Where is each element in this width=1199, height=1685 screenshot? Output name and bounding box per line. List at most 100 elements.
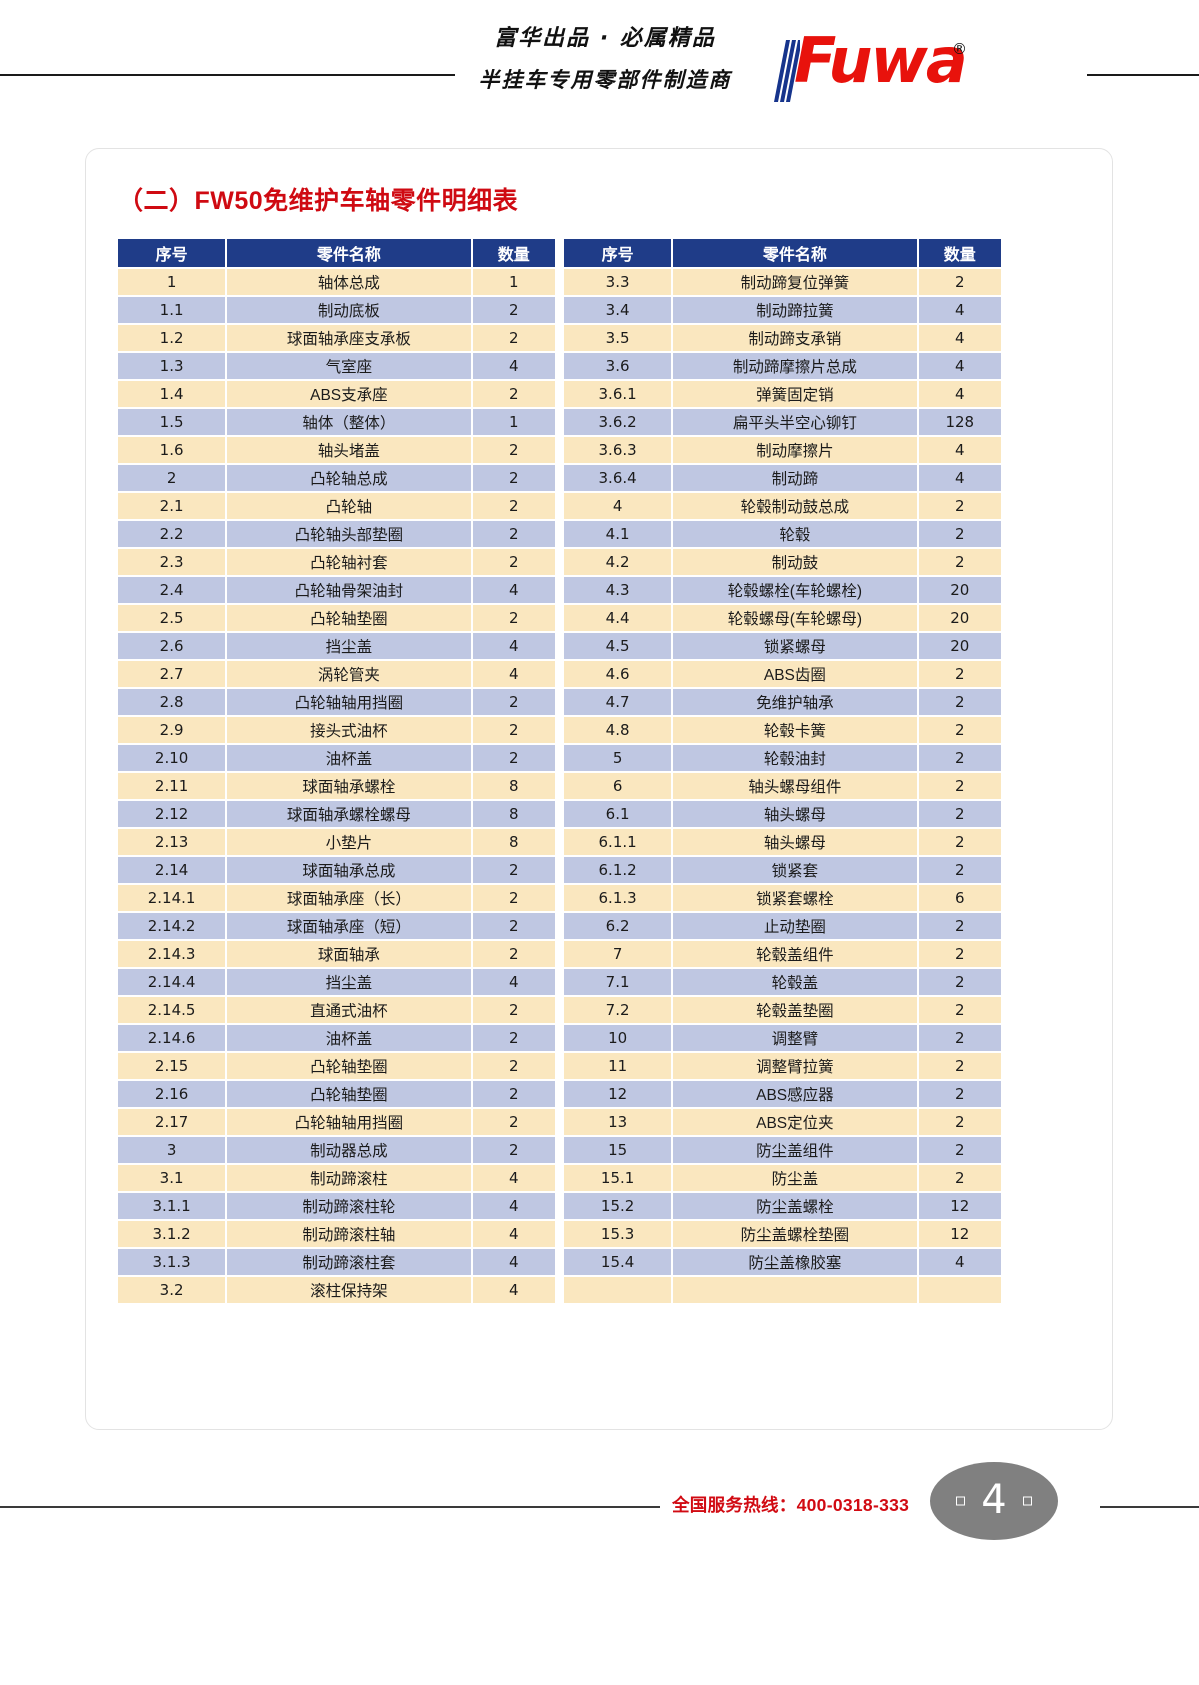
cell-part-name: 防尘盖 xyxy=(673,1165,917,1191)
cell-part-no: 1.3 xyxy=(118,353,226,379)
cell-part-name xyxy=(673,1277,917,1303)
table-row: 15 防尘盖组件 2 xyxy=(564,1137,1001,1163)
table-row: 2.3 凸轮轴衬套 2 xyxy=(118,549,555,575)
cell-part-name: 轴头螺母 xyxy=(673,801,917,827)
cell-part-name: 小垫片 xyxy=(227,829,471,855)
table-row: 4.4 轮毂螺母(车轮螺母) 20 xyxy=(564,605,1001,631)
page-title: （二）FW50免维护车轴零件明细表 xyxy=(118,187,519,215)
cell-quantity: 2 xyxy=(472,437,555,463)
cell-quantity: 2 xyxy=(918,829,1001,855)
header-slogans: 富华出品 · 必属精品 半挂车专用零部件制造商 xyxy=(455,28,755,91)
cell-quantity: 2 xyxy=(472,689,555,715)
slogan-secondary: 半挂车专用零部件制造商 xyxy=(478,68,732,92)
cell-quantity: 2 xyxy=(472,1025,555,1051)
cell-part-no: 15.4 xyxy=(564,1249,672,1275)
column-header-no: 序号 xyxy=(118,239,226,267)
cell-part-no: 2.16 xyxy=(118,1081,226,1107)
table-row: 7.2 轮毂盖垫圈 2 xyxy=(564,997,1001,1023)
table-row: 2.14.3 球面轴承 2 xyxy=(118,941,555,967)
fuwa-logo: Fuwa ® xyxy=(770,30,980,106)
table-row: 3.3 制动蹄复位弹簧 2 xyxy=(564,269,1001,295)
cell-part-name: 轮毂盖组件 xyxy=(673,941,917,967)
cell-part-name: 气室座 xyxy=(227,353,471,379)
table-row: 2.14.4 挡尘盖 4 xyxy=(118,969,555,995)
table-row: 2.9 接头式油杯 2 xyxy=(118,717,555,743)
table-header-row: 序号 零件名称 数量 xyxy=(564,239,1001,267)
cell-quantity: 4 xyxy=(918,381,1001,407)
table-row: 6 轴头螺母组件 2 xyxy=(564,773,1001,799)
cell-quantity: 2 xyxy=(472,381,555,407)
cell-part-no: 13 xyxy=(564,1109,672,1135)
cell-part-no: 12 xyxy=(564,1081,672,1107)
cell-quantity: 2 xyxy=(918,997,1001,1023)
cell-quantity: 4 xyxy=(472,577,555,603)
table-row: 3.1.3 制动蹄滚柱套 4 xyxy=(118,1249,555,1275)
cell-part-no: 3.1.3 xyxy=(118,1249,226,1275)
table-row: 1.4 ABS支承座 2 xyxy=(118,381,555,407)
cell-quantity: 2 xyxy=(918,689,1001,715)
table-row: 3.5 制动蹄支承销 4 xyxy=(564,325,1001,351)
table-row: 4.5 锁紧螺母 20 xyxy=(564,633,1001,659)
cell-part-name: 轴体（整体） xyxy=(227,409,471,435)
cell-part-name: 制动蹄滚柱轴 xyxy=(227,1221,471,1247)
cell-part-name: 制动蹄滚柱轮 xyxy=(227,1193,471,1219)
logo-stripes-icon xyxy=(774,40,800,102)
header-rule-gap xyxy=(455,70,1087,80)
cell-quantity: 2 xyxy=(918,1081,1001,1107)
cell-part-name: ABS支承座 xyxy=(227,381,471,407)
cell-part-no: 2.4 xyxy=(118,577,226,603)
cell-part-no: 6.1.1 xyxy=(564,829,672,855)
cell-part-name: 球面轴承螺栓螺母 xyxy=(227,801,471,827)
table-row: 13 ABS定位夹 2 xyxy=(564,1109,1001,1135)
cell-part-no: 2.2 xyxy=(118,521,226,547)
table-row: 2.14.5 直通式油杯 2 xyxy=(118,997,555,1023)
cell-part-no: 3.6.4 xyxy=(564,465,672,491)
cell-part-no: 4.7 xyxy=(564,689,672,715)
cell-part-no: 4.8 xyxy=(564,717,672,743)
cell-part-name: 轮毂油封 xyxy=(673,745,917,771)
cell-quantity: 8 xyxy=(472,801,555,827)
cell-part-no: 7.2 xyxy=(564,997,672,1023)
cell-part-name: 制动底板 xyxy=(227,297,471,323)
cell-quantity: 4 xyxy=(918,437,1001,463)
cell-part-name: 凸轮轴头部垫圈 xyxy=(227,521,471,547)
cell-part-name: 免维护轴承 xyxy=(673,689,917,715)
cell-quantity: 1 xyxy=(472,409,555,435)
table-row: 3.6 制动蹄摩擦片总成 4 xyxy=(564,353,1001,379)
cell-quantity: 4 xyxy=(472,353,555,379)
cell-part-name: 球面轴承 xyxy=(227,941,471,967)
cell-quantity: 2 xyxy=(472,493,555,519)
column-header-qty: 数量 xyxy=(918,239,1001,267)
cell-part-no: 3.6.2 xyxy=(564,409,672,435)
table-row: 7.1 轮毂盖 2 xyxy=(564,969,1001,995)
cell-part-no: 2.3 xyxy=(118,549,226,575)
cell-quantity: 2 xyxy=(472,717,555,743)
cell-part-no: 6 xyxy=(564,773,672,799)
cell-part-no: 4.1 xyxy=(564,521,672,547)
cell-quantity: 4 xyxy=(918,1249,1001,1275)
cell-quantity: 2 xyxy=(472,521,555,547)
table-row: 2.8 凸轮轴轴用挡圈 2 xyxy=(118,689,555,715)
cell-part-no: 2.7 xyxy=(118,661,226,687)
table-row: 3.4 制动蹄拉簧 4 xyxy=(564,297,1001,323)
table-row: 2.11 球面轴承螺栓 8 xyxy=(118,773,555,799)
cell-part-no: 1.2 xyxy=(118,325,226,351)
cell-part-no: 2.15 xyxy=(118,1053,226,1079)
cell-part-name: 球面轴承螺栓 xyxy=(227,773,471,799)
cell-quantity: 2 xyxy=(472,745,555,771)
slogan-primary: 富华出品 · 必属精品 xyxy=(494,26,716,51)
table-row: 2.14 球面轴承总成 2 xyxy=(118,857,555,883)
cell-part-no: 2.14.2 xyxy=(118,913,226,939)
cell-quantity: 2 xyxy=(918,1109,1001,1135)
cell-part-name: 制动蹄拉簧 xyxy=(673,297,917,323)
cell-part-name: 接头式油杯 xyxy=(227,717,471,743)
table-row: 1 轴体总成 1 xyxy=(118,269,555,295)
table-row: 10 调整臂 2 xyxy=(564,1025,1001,1051)
cell-part-name: 制动蹄复位弹簧 xyxy=(673,269,917,295)
cell-part-no: 3.3 xyxy=(564,269,672,295)
cell-part-name: 轮毂 xyxy=(673,521,917,547)
cell-quantity xyxy=(918,1277,1001,1303)
cell-part-name: 球面轴承座（短） xyxy=(227,913,471,939)
cell-part-name: 制动蹄滚柱套 xyxy=(227,1249,471,1275)
cell-quantity: 2 xyxy=(918,1165,1001,1191)
